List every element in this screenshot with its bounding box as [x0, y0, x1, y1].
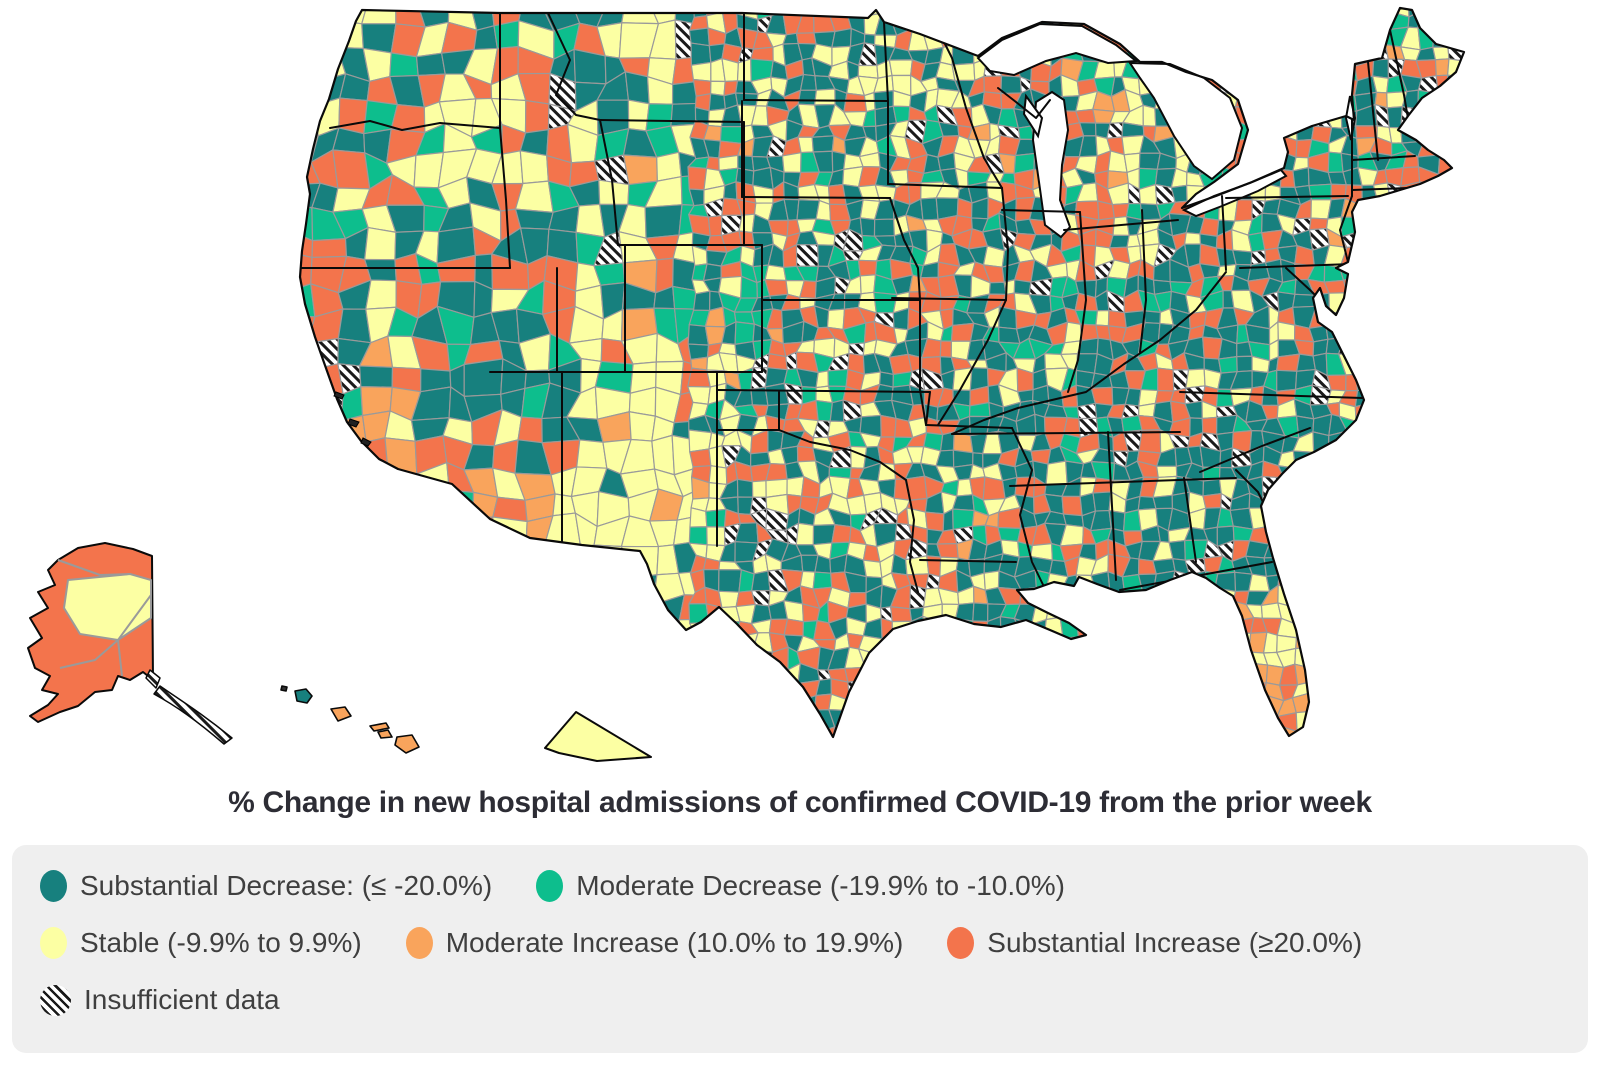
lake-superior: [976, 22, 1139, 77]
legend-label: Stable (-9.9% to 9.9%): [80, 927, 362, 958]
legend-item-stable: Stable (-9.9% to 9.9%): [40, 927, 362, 959]
aleutian-islands: [145, 669, 233, 745]
puerto-rico-inset: [544, 711, 652, 762]
alaska-inset: [27, 542, 233, 745]
legend-label: Substantial Decrease: (≤ -20.0%): [80, 870, 493, 901]
us-outline: [298, 6, 1466, 739]
hawaii-maui: [369, 722, 393, 739]
legend-label: Substantial Increase (≥20.0%): [987, 927, 1363, 958]
map-canvas: [27, 6, 1466, 762]
map-title: % Change in new hospital admissions of c…: [228, 786, 1372, 819]
stable-swatch-icon: [40, 927, 67, 959]
legend-item-moderate-decrease: Moderate Decrease (-19.9% to -10.0%): [536, 870, 1065, 902]
legend-panel: Substantial Decrease: (≤ -20.0%) Moderat…: [12, 845, 1588, 1053]
legend-item-insufficient-data: Insufficient data: [40, 984, 280, 1016]
legend-item-substantial-increase: Substantial Increase (≥20.0%): [947, 927, 1362, 959]
legend-row-2: Stable (-9.9% to 9.9%) Moderate Increase…: [40, 927, 1560, 959]
legend-rows: Substantial Decrease: (≤ -20.0%) Moderat…: [40, 870, 1560, 1016]
alaska-borough-borders: [57, 559, 152, 677]
county-mosaic: [300, 8, 1464, 737]
state-borders: [300, 12, 1416, 596]
us-choropleth-map: [27, 6, 1466, 762]
legend-label: Moderate Increase (10.0% to 19.9%): [445, 927, 904, 958]
legend-item-substantial-decrease: Substantial Decrease: (≤ -20.0%): [40, 870, 492, 902]
hawaii-niihau: [280, 685, 288, 692]
legend-item-moderate-increase: Moderate Increase (10.0% to 19.9%): [405, 927, 904, 959]
moderate-decrease-swatch-icon: [536, 870, 564, 902]
hawaii-inset: [280, 685, 420, 754]
hawaii-oahu: [330, 706, 352, 722]
legend-label: Moderate Decrease (-19.9% to -10.0%): [576, 870, 1065, 901]
hawaii-kauai: [294, 688, 313, 704]
lake-michigan: [1031, 90, 1072, 239]
channel-islands: [333, 391, 372, 447]
legend-label: Insufficient data: [84, 984, 280, 1015]
legend-row-1: Substantial Decrease: (≤ -20.0%) Moderat…: [40, 870, 1560, 902]
substantial-decrease-swatch-icon: [40, 870, 67, 902]
insufficient-data-hatch-icon: [40, 984, 71, 1016]
substantial-increase-swatch-icon: [947, 927, 975, 959]
hawaii-big-island: [394, 734, 420, 754]
legend-row-3: Insufficient data: [40, 984, 1560, 1016]
moderate-increase-swatch-icon: [405, 927, 433, 959]
